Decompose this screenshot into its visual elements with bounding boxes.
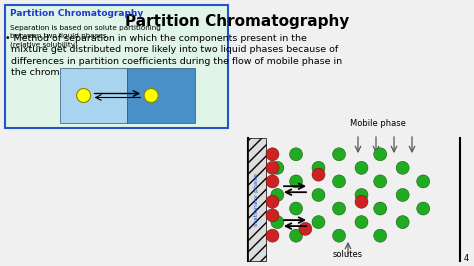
Bar (128, 68, 195, 123)
Circle shape (290, 229, 302, 242)
Text: Mobile phase: Mobile phase (350, 119, 406, 128)
Circle shape (312, 216, 325, 228)
Text: Partition Chromatography: Partition Chromatography (10, 9, 143, 18)
Circle shape (396, 161, 409, 174)
Circle shape (144, 89, 158, 102)
Circle shape (333, 175, 346, 188)
Circle shape (266, 175, 279, 188)
Circle shape (396, 189, 409, 201)
Circle shape (355, 189, 368, 201)
Circle shape (374, 148, 387, 161)
Circle shape (77, 89, 91, 102)
Circle shape (290, 148, 302, 161)
Text: stationary phase: stationary phase (255, 173, 259, 226)
Bar (5, 5, 228, 128)
Circle shape (290, 175, 302, 188)
Text: Partition Chromatography: Partition Chromatography (125, 14, 349, 29)
Circle shape (266, 195, 279, 208)
Bar (60, 68, 128, 123)
Circle shape (312, 168, 325, 181)
Circle shape (271, 189, 284, 201)
Bar (248, 138, 266, 261)
Circle shape (266, 161, 279, 174)
Circle shape (266, 148, 279, 161)
Circle shape (355, 195, 368, 208)
Circle shape (266, 229, 279, 242)
Circle shape (333, 229, 346, 242)
Circle shape (355, 161, 368, 174)
Text: • Method of separation in which the components present in the
  mixture get dist: • Method of separation in which the comp… (5, 34, 342, 77)
Circle shape (374, 202, 387, 215)
Text: 4: 4 (464, 254, 469, 263)
Circle shape (271, 161, 284, 174)
Text: Separation is based on solute partitioning
between two liguid phases.
(relative : Separation is based on solute partitioni… (10, 25, 161, 48)
Circle shape (417, 202, 430, 215)
Circle shape (396, 216, 409, 228)
Circle shape (299, 222, 312, 235)
Circle shape (312, 189, 325, 201)
Circle shape (374, 229, 387, 242)
Circle shape (355, 216, 368, 228)
Circle shape (271, 216, 284, 228)
Circle shape (290, 202, 302, 215)
Circle shape (312, 161, 325, 174)
Circle shape (374, 175, 387, 188)
Circle shape (333, 202, 346, 215)
Circle shape (266, 209, 279, 222)
Circle shape (333, 148, 346, 161)
Text: solutes: solutes (333, 250, 363, 259)
Circle shape (417, 175, 430, 188)
